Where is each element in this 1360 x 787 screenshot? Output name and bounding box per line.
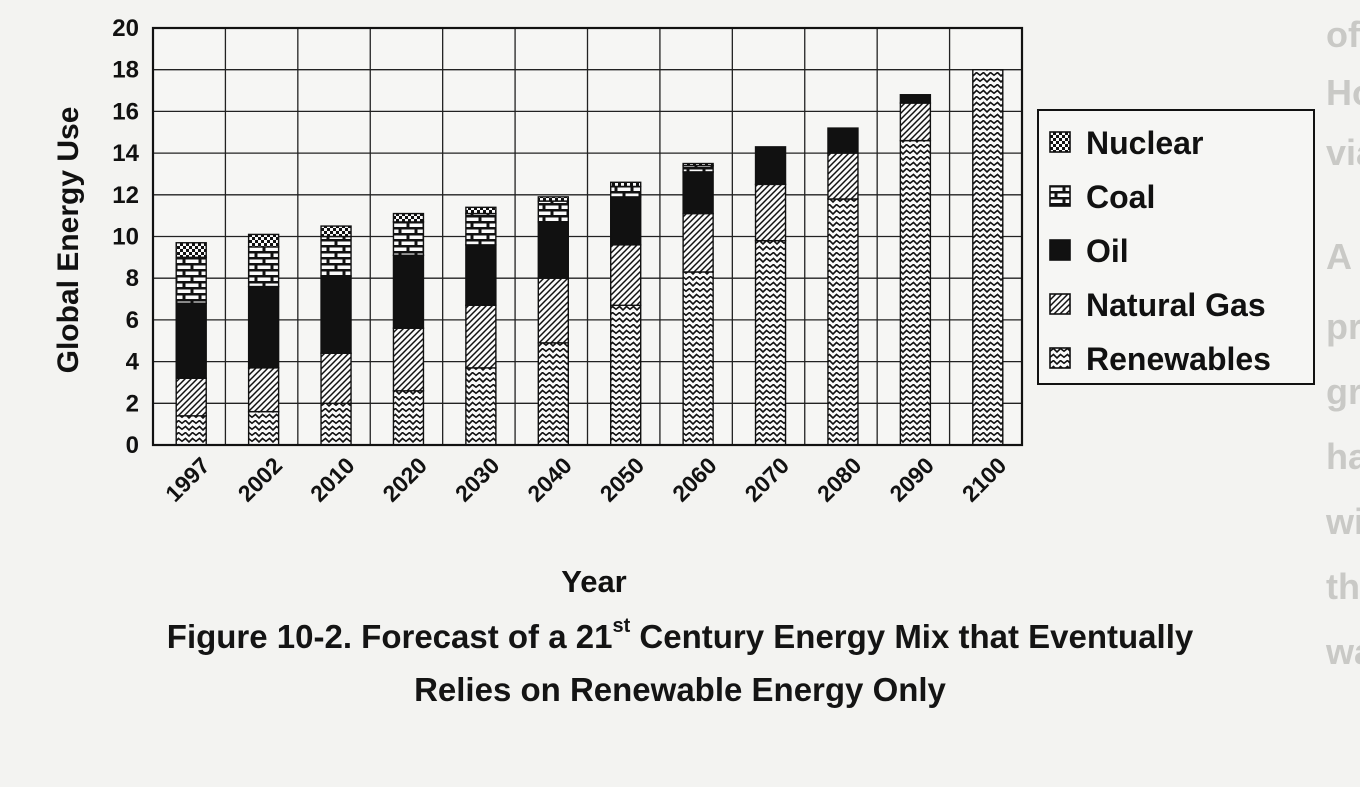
caption-text-1b: Century Energy Mix that Eventually	[630, 618, 1194, 655]
bar-segment-oil	[247, 285, 280, 369]
y-tick-label: 12	[112, 182, 139, 209]
legend-swatch-oil	[1049, 239, 1071, 261]
x-tick-label: 2010	[305, 452, 360, 507]
y-tick-label: 10	[112, 224, 139, 251]
bar-segment-nuclear	[465, 206, 497, 215]
bar-segment-natural-gas	[392, 327, 425, 392]
caption-superscript: st	[612, 615, 631, 637]
bar-segment-nuclear	[537, 196, 569, 202]
bar-segment-nuclear	[247, 233, 280, 248]
bar-segment-renewables	[537, 342, 569, 446]
bar-segment-natural-gas	[465, 304, 497, 369]
bar-segment-renewables	[754, 239, 787, 446]
legend-label: Nuclear	[1086, 125, 1203, 161]
x-tick-label: 2040	[522, 452, 577, 507]
bar-segment-coal	[392, 221, 425, 256]
y-tick-label: 6	[126, 307, 139, 334]
caption-text-1a: Figure 10-2. Forecast of a 21	[166, 618, 613, 655]
bar-segment-oil	[465, 244, 497, 307]
bar-segment-coal	[682, 164, 714, 173]
x-axis-title: Year	[561, 564, 627, 599]
y-tick-label: 16	[112, 98, 139, 125]
legend: Nuclear Coal Oil Natural Gas Renewables	[1037, 109, 1315, 385]
bar-segment-renewables	[610, 304, 642, 446]
y-tick-label: 20	[112, 15, 139, 42]
stacked-bar-chart: 0 2 4 6 8 10 12 14 16 18 20 1997 2002 2010 2020 2030 204…	[52, 15, 1315, 599]
y-tick-label: 2	[126, 390, 139, 417]
y-tick-label: 4	[126, 349, 140, 376]
bar-segment-coal	[175, 256, 207, 304]
x-tick-label: 2080	[812, 452, 867, 507]
bar-segment-oil	[827, 127, 859, 154]
bar-segment-renewables	[392, 390, 425, 446]
bar-segment-oil	[175, 302, 207, 379]
legend-swatch-natural-gas	[1049, 293, 1071, 315]
legend-box	[1037, 109, 1315, 385]
bar-segment-coal	[320, 235, 352, 277]
bar-segment-nuclear	[175, 242, 207, 259]
y-tick-label: 14	[112, 140, 139, 167]
figure-caption: Figure 10-2. Forecast of a 21st Century …	[0, 610, 1360, 716]
x-tick-label: 2090	[884, 452, 939, 507]
x-tick-label: 2050	[595, 452, 650, 507]
bar-segment-natural-gas	[175, 377, 207, 417]
bar-segment-oil	[320, 275, 352, 354]
y-tick-label: 8	[126, 265, 139, 292]
bar-segment-natural-gas	[899, 102, 932, 142]
bar-segment-natural-gas	[682, 212, 714, 273]
bar-segment-renewables	[972, 68, 1004, 446]
bar-segment-coal	[247, 246, 280, 288]
plot-border	[151, 26, 1024, 447]
bar-segment-natural-gas	[320, 352, 352, 405]
bar-segment-nuclear	[610, 181, 642, 188]
x-tick-label: 1997	[160, 452, 215, 507]
gridlines	[153, 27, 1022, 446]
bar-segment-oil	[682, 171, 714, 215]
bar-segment-renewables	[247, 410, 280, 446]
bar-segment-natural-gas	[537, 277, 569, 344]
y-tick-label: 0	[126, 432, 139, 459]
bar-segment-renewables	[827, 198, 859, 446]
bar-segment-coal	[465, 212, 497, 246]
x-tick-label: 2020	[377, 452, 432, 507]
legend-swatch-renewables	[1049, 347, 1071, 369]
y-tick-label: 18	[112, 57, 139, 84]
legend-label: Natural Gas	[1086, 287, 1266, 323]
bar-segment-renewables	[899, 139, 932, 446]
x-tick-label: 2030	[450, 452, 505, 507]
bar-segment-renewables	[465, 367, 497, 446]
bar-segment-oil	[610, 196, 642, 246]
caption-line-2: Relies on Renewable Energy Only	[414, 671, 946, 708]
legend-swatch-nuclear	[1049, 131, 1071, 153]
bar-segment-renewables	[320, 402, 352, 446]
bar-segment-oil	[754, 146, 787, 186]
bar-segment-nuclear	[392, 212, 425, 223]
legend-swatch-coal	[1049, 185, 1071, 207]
bar-segment-nuclear	[320, 225, 352, 238]
bar-segment-natural-gas	[754, 183, 787, 242]
bar-segment-coal	[537, 200, 569, 223]
legend-label: Coal	[1086, 179, 1155, 215]
x-tick-label: 2002	[233, 452, 288, 507]
bar-segment-oil	[392, 254, 425, 329]
x-tick-label: 2100	[957, 452, 1012, 507]
bar-segment-natural-gas	[827, 152, 859, 200]
x-tick-label: 2070	[740, 452, 795, 507]
bar-segment-renewables	[682, 271, 714, 446]
bar-segment-nuclear	[682, 162, 714, 167]
bar-segment-natural-gas	[247, 367, 280, 413]
legend-label: Oil	[1086, 233, 1129, 269]
caption-line-1: Figure 10-2. Forecast of a 21st Century …	[0, 610, 1360, 663]
bar-segment-natural-gas	[610, 244, 642, 307]
bar-segment-coal	[610, 185, 642, 198]
legend-label: Renewables	[1086, 341, 1271, 377]
y-axis-title: Global Energy Use	[52, 107, 85, 374]
x-tick-label: 2060	[667, 452, 722, 507]
bar-segment-oil	[537, 221, 569, 279]
bar-segment-oil	[899, 94, 932, 104]
bar-segment-renewables	[175, 415, 207, 446]
